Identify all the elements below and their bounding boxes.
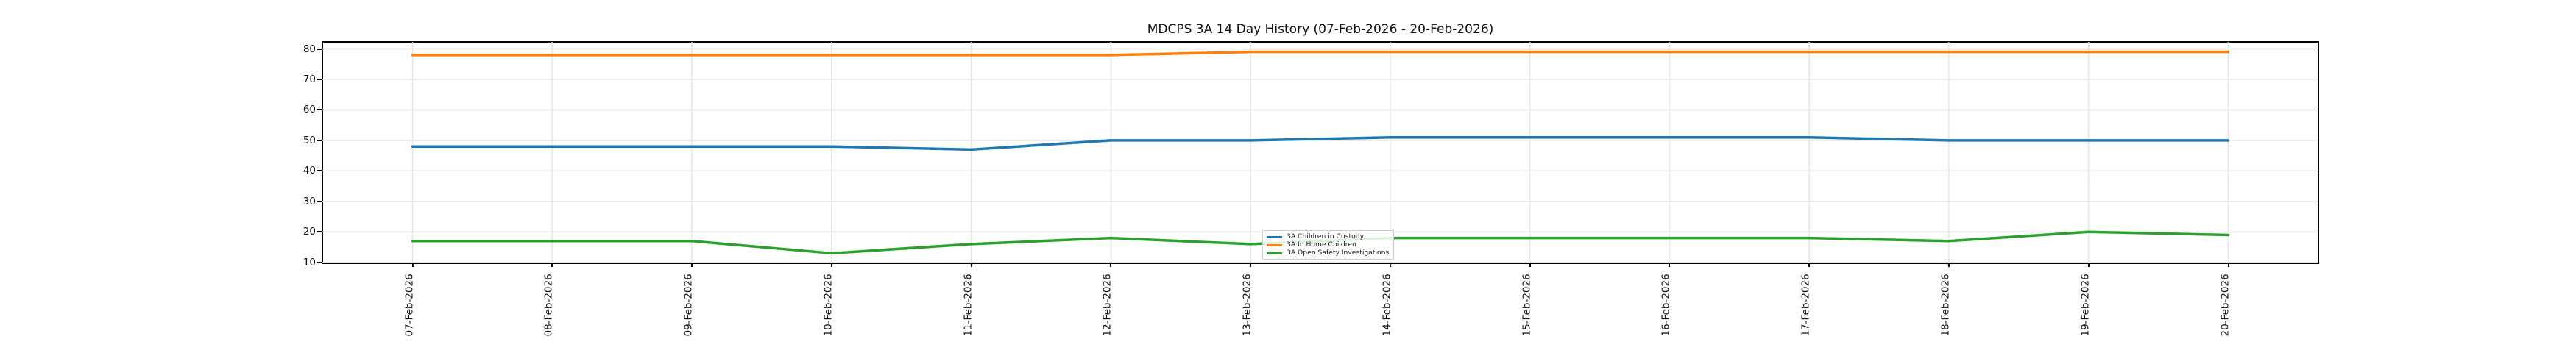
y-tick-mark <box>317 200 322 202</box>
y-tick-label: 60 <box>302 104 316 116</box>
x-tick-mark <box>411 263 414 267</box>
x-tick-mark <box>551 263 553 267</box>
x-tick-label: 19-Feb-2026 <box>2079 274 2092 337</box>
x-tick-label: 12-Feb-2026 <box>1101 274 1114 337</box>
legend-line-swatch-orange <box>1267 243 1282 246</box>
x-tick-label: 09-Feb-2026 <box>682 274 695 337</box>
x-tick-mark <box>830 263 832 267</box>
plot-area: 3A Children in Custody 3A In Home Childr… <box>322 41 2319 264</box>
legend-line-swatch-green <box>1267 252 1282 254</box>
y-tick-label: 70 <box>302 73 316 85</box>
y-tick-mark <box>317 261 322 263</box>
y-tick-mark <box>317 231 322 233</box>
x-tick-mark <box>2227 263 2229 267</box>
x-tick-mark <box>691 263 693 267</box>
x-tick-mark <box>1110 263 1112 267</box>
series-line-1 <box>411 50 2230 57</box>
x-tick-label: 10-Feb-2026 <box>822 274 835 337</box>
x-tick-label: 07-Feb-2026 <box>403 274 415 337</box>
y-tick-mark <box>317 139 322 141</box>
x-tick-label: 17-Feb-2026 <box>1800 274 1812 337</box>
y-tick-label: 40 <box>302 165 316 177</box>
x-tick-label: 20-Feb-2026 <box>2219 274 2231 337</box>
y-tick-mark <box>317 170 322 172</box>
x-tick-label: 14-Feb-2026 <box>1381 274 1393 337</box>
legend: 3A Children in Custody 3A In Home Childr… <box>1262 230 1395 260</box>
series-line-0 <box>411 136 2230 151</box>
chart-title: MDCPS 3A 14 Day History (07-Feb-2026 - 2… <box>1147 22 1494 37</box>
x-tick-label: 11-Feb-2026 <box>962 274 974 337</box>
y-tick-label: 10 <box>302 256 316 268</box>
x-tick-mark <box>2087 263 2090 267</box>
x-tick-mark <box>1529 263 1531 267</box>
x-tick-label: 13-Feb-2026 <box>1241 274 1253 337</box>
y-tick-label: 20 <box>302 226 316 238</box>
y-tick-mark <box>317 109 322 111</box>
y-tick-mark <box>317 48 322 50</box>
x-tick-mark <box>970 263 972 267</box>
y-tick-label: 50 <box>302 134 316 146</box>
x-tick-label: 15-Feb-2026 <box>1521 274 1533 337</box>
legend-label: 3A Open Safety Investigations <box>1287 249 1390 257</box>
legend-label: 3A Children in Custody <box>1287 232 1365 240</box>
x-tick-label: 16-Feb-2026 <box>1660 274 1672 337</box>
y-tick-label: 30 <box>302 195 316 207</box>
y-tick-mark <box>317 78 322 80</box>
legend-item: 3A In Home Children <box>1267 241 1389 249</box>
x-tick-label: 08-Feb-2026 <box>542 274 555 337</box>
x-tick-mark <box>1808 263 1811 267</box>
legend-item: 3A Open Safety Investigations <box>1267 249 1389 257</box>
x-tick-mark <box>1947 263 1950 267</box>
legend-label: 3A In Home Children <box>1287 240 1356 249</box>
x-tick-label: 18-Feb-2026 <box>1939 274 1952 337</box>
x-tick-mark <box>1250 263 1252 267</box>
x-tick-mark <box>1669 263 1671 267</box>
legend-item: 3A Children in Custody <box>1267 233 1389 240</box>
y-tick-label: 80 <box>302 43 316 55</box>
x-tick-mark <box>1389 263 1391 267</box>
legend-line-swatch-blue <box>1267 235 1282 238</box>
